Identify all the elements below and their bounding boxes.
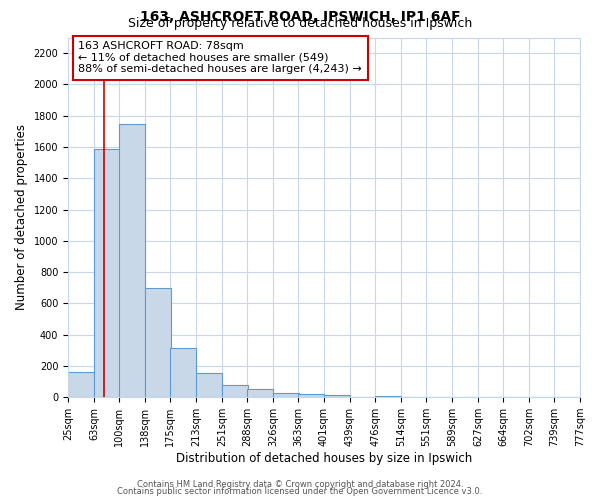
Bar: [170, 348, 196, 397]
Bar: [94, 148, 120, 397]
Bar: [273, 392, 299, 397]
Text: Contains HM Land Registry data © Crown copyright and database right 2024.: Contains HM Land Registry data © Crown c…: [137, 480, 463, 489]
Bar: [324, 395, 350, 397]
Bar: [298, 394, 324, 397]
Bar: [68, 372, 94, 397]
Bar: [145, 288, 171, 397]
Bar: [119, 124, 145, 397]
Y-axis label: Number of detached properties: Number of detached properties: [15, 124, 28, 310]
Bar: [196, 373, 222, 397]
Text: 163, ASHCROFT ROAD, IPSWICH, IP1 6AF: 163, ASHCROFT ROAD, IPSWICH, IP1 6AF: [140, 10, 460, 24]
Text: 163 ASHCROFT ROAD: 78sqm
← 11% of detached houses are smaller (549)
88% of semi-: 163 ASHCROFT ROAD: 78sqm ← 11% of detach…: [78, 41, 362, 74]
Text: Size of property relative to detached houses in Ipswich: Size of property relative to detached ho…: [128, 18, 472, 30]
Text: Contains public sector information licensed under the Open Government Licence v3: Contains public sector information licen…: [118, 487, 482, 496]
Bar: [247, 390, 273, 397]
Bar: [222, 384, 248, 397]
Bar: [375, 396, 401, 397]
X-axis label: Distribution of detached houses by size in Ipswich: Distribution of detached houses by size …: [176, 452, 472, 465]
